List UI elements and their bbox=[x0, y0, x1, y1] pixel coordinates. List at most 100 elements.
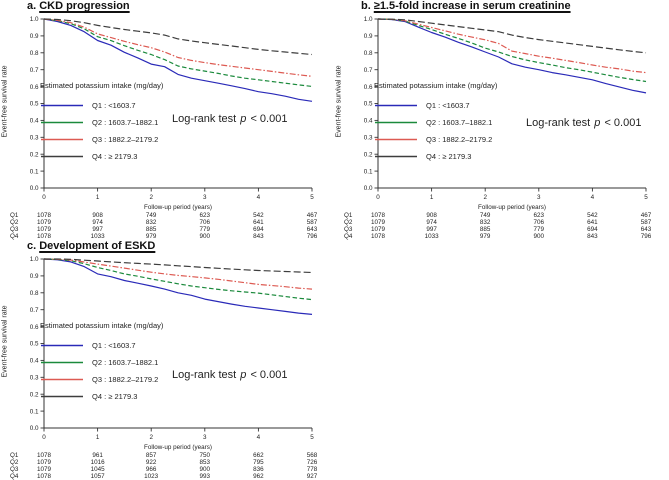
panel-a-plot-area: Event-free survival rate 0.0 0.1 0.2 0.3 0.4… bbox=[0, 13, 335, 205]
legend-label-q1: Q1 : <1603.7 bbox=[92, 341, 136, 350]
at-risk-row-label: Q3 bbox=[10, 466, 19, 473]
at-risk-value: 900 bbox=[199, 233, 211, 240]
at-risk-value: 900 bbox=[199, 466, 211, 473]
at-risk-value: 467 bbox=[306, 212, 318, 219]
at-risk-value: 836 bbox=[253, 466, 264, 473]
at-risk-value: 908 bbox=[426, 212, 437, 219]
curve-q2 bbox=[377, 18, 647, 83]
y-tick-label: 0.5 bbox=[30, 101, 39, 108]
panel-b-plot-area: Event-free survival rate 0.0 0.1 0.2 0.3 0.4… bbox=[334, 13, 669, 205]
at-risk-value: 843 bbox=[587, 233, 598, 240]
x-axis-label: Follow-up period (years) bbox=[144, 204, 212, 211]
x-tick-label: 5 bbox=[310, 434, 314, 441]
y-tick-label: 0.3 bbox=[364, 135, 373, 142]
at-risk-value: 885 bbox=[479, 226, 491, 233]
at-risk-row-label: Q4 bbox=[344, 233, 353, 240]
at-risk-value: 779 bbox=[199, 226, 211, 233]
at-risk-value: 974 bbox=[426, 219, 437, 226]
legend-line-q2-icon bbox=[375, 121, 417, 124]
at-risk-value: 749 bbox=[145, 212, 157, 219]
curve-q2 bbox=[43, 258, 313, 301]
legend-item-q2: Q2 : 1603.7–1882.1 bbox=[40, 114, 220, 131]
at-risk-table-b: Q1 1078 908 749 623 542 467 Q2 1079 974 832 706 641 5… bbox=[334, 212, 669, 240]
legend-item-q4: Q4 : ≥ 2179.3 bbox=[40, 388, 220, 405]
legend-title: Estimated potassium intake (mg/day) bbox=[374, 81, 498, 90]
legend-label-q4: Q4 : ≥ 2179.3 bbox=[92, 152, 138, 161]
y-tick-label: 1.0 bbox=[30, 256, 39, 263]
x-tick-label: 4 bbox=[257, 434, 261, 441]
legend-items: Q1 : <1603.7 Q2 : 1603.7–1882.1 Q3 : 1882.… bbox=[374, 97, 554, 165]
y-tick-label: 0.9 bbox=[364, 33, 373, 40]
at-risk-row-label: Q3 bbox=[10, 226, 19, 233]
at-risk-row-label: Q2 bbox=[344, 219, 353, 226]
y-tick-label: 0.1 bbox=[30, 408, 39, 415]
y-tick-label: 0.4 bbox=[364, 118, 373, 125]
curve-q3 bbox=[377, 18, 647, 74]
y-tick-label: 0.1 bbox=[30, 168, 39, 175]
at-risk-value: 1078 bbox=[36, 473, 52, 480]
at-risk-value: 997 bbox=[426, 226, 437, 233]
at-risk-row-label: Q2 bbox=[10, 459, 19, 466]
y-tick-label: 0.5 bbox=[364, 101, 373, 108]
y-tick-label: 0.9 bbox=[30, 33, 39, 40]
at-risk-value: 1016 bbox=[90, 459, 105, 466]
x-tick-label: 4 bbox=[257, 194, 261, 201]
legend-label-q3: Q3 : 1882.2–2179.2 bbox=[92, 375, 159, 384]
y-tick-label: 0.2 bbox=[30, 391, 39, 398]
at-risk-row-label: Q4 bbox=[10, 233, 19, 240]
panel-b-title: b. ≥1.5-fold increase in serum creatinine bbox=[361, 0, 571, 12]
x-tick-label: 1 bbox=[96, 194, 100, 201]
curve-q2 bbox=[43, 18, 313, 87]
y-tick-label: 0.0 bbox=[30, 185, 39, 192]
at-risk-value: 974 bbox=[92, 219, 103, 226]
logrank-annotation: Log-rank test p < 0.001 bbox=[526, 117, 641, 129]
legend-items: Q1 : <1603.7 Q2 : 1603.7–1882.1 Q3 : 1882.… bbox=[40, 97, 220, 165]
km-plot-c: 0.0 0.1 0.2 0.3 0.4 0.5 0.6 0.7 0.8 0.9 1.0 0 1 2 3 4 5 bbox=[30, 256, 315, 441]
panel-c-eskd: c. Development of ESKD Event-free surviva… bbox=[0, 240, 335, 480]
at-risk-value: 587 bbox=[640, 219, 652, 226]
y-tick-label: 0.0 bbox=[364, 185, 373, 192]
at-risk-value: 706 bbox=[533, 219, 545, 226]
legend-line-q3-icon bbox=[41, 378, 83, 381]
y-tick-label: 0.9 bbox=[30, 273, 39, 280]
x-tick-label: 5 bbox=[310, 194, 314, 201]
at-risk-value: 643 bbox=[640, 226, 652, 233]
curve-q3 bbox=[43, 258, 313, 290]
curve-q4 bbox=[43, 18, 313, 56]
x-tick-label: 0 bbox=[42, 434, 46, 441]
x-tick-label: 2 bbox=[149, 194, 153, 201]
at-risk-row-label: Q4 bbox=[10, 473, 19, 480]
y-tick-label: 0.7 bbox=[364, 67, 373, 74]
at-risk-value: 1045 bbox=[90, 466, 105, 473]
y-tick-label: 0.0 bbox=[30, 425, 39, 432]
legend-label-q4: Q4 : ≥ 2179.3 bbox=[92, 392, 138, 401]
at-risk-value: 843 bbox=[253, 233, 264, 240]
y-tick-label: 1.0 bbox=[30, 16, 39, 23]
logrank-p-symbol: p bbox=[240, 369, 247, 381]
at-risk-table-c: Q1 1078 961 857 750 662 568 Q2 1079 1016 922 853 795… bbox=[0, 452, 335, 480]
y-tick-label: 0.6 bbox=[30, 84, 39, 91]
at-risk-value: 749 bbox=[479, 212, 491, 219]
legend-item-q1: Q1 : <1603.7 bbox=[40, 337, 220, 354]
legend-label-q2: Q2 : 1603.7–1882.1 bbox=[92, 358, 159, 367]
at-risk-value: 927 bbox=[306, 473, 318, 480]
logrank-value: < 0.001 bbox=[250, 369, 288, 381]
legend-line-q4-icon bbox=[375, 155, 417, 158]
at-risk-value: 467 bbox=[640, 212, 652, 219]
legend-line-q1-icon bbox=[375, 104, 417, 107]
legend-label-q3: Q3 : 1882.2–2179.2 bbox=[426, 135, 493, 144]
x-tick-label: 1 bbox=[430, 194, 434, 201]
logrank-value: < 0.001 bbox=[250, 113, 288, 125]
legend-title: Estimated potassium intake (mg/day) bbox=[40, 81, 164, 90]
y-tick-label: 0.3 bbox=[30, 375, 39, 382]
at-risk-value: 857 bbox=[145, 452, 157, 459]
logrank-prefix: Log-rank test bbox=[526, 117, 591, 129]
x-tick-label: 3 bbox=[203, 194, 207, 201]
at-risk-value: 1079 bbox=[36, 459, 52, 466]
x-tick-label: 0 bbox=[376, 194, 380, 201]
at-risk-value: 587 bbox=[306, 219, 318, 226]
y-tick-label: 0.3 bbox=[30, 135, 39, 142]
at-risk-value: 993 bbox=[199, 473, 211, 480]
at-risk-value: 962 bbox=[253, 473, 264, 480]
y-tick-label: 0.6 bbox=[30, 324, 39, 331]
